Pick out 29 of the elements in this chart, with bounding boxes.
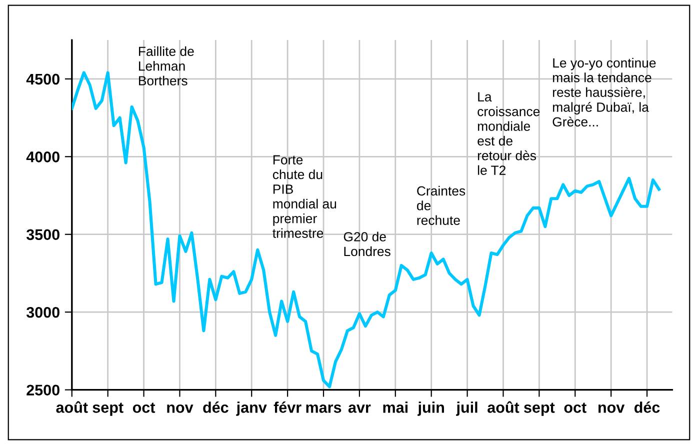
x-tick-label: sept xyxy=(92,402,124,416)
x-tick-label: oct xyxy=(132,402,156,413)
x-tick-label: janv xyxy=(236,402,267,416)
y-tick-label: 4500 xyxy=(26,74,60,85)
x-tick-label: nov xyxy=(167,404,194,413)
x-tick-label: juin xyxy=(418,402,444,416)
annotation: Le yo-yo continue mais la tendance reste haussière, malgré Dubaï, la Grèce... xyxy=(552,58,656,127)
annotation: La croissance mondiale est de retour dès le T2 xyxy=(478,92,540,175)
x-tick-label: août xyxy=(56,401,88,413)
annotation: Craintes de rechute xyxy=(417,186,466,225)
y-tick-label: 2500 xyxy=(26,384,60,396)
x-tick-label: avr xyxy=(348,404,371,413)
x-tick-label: oct xyxy=(564,402,586,413)
annotation: Forte chute du PIB mondial au premier trimestre xyxy=(272,155,336,238)
y-tick-label: 3500 xyxy=(26,229,60,240)
x-tick-label: sept xyxy=(524,402,555,416)
x-tick-label: mars xyxy=(306,404,342,413)
x-tick-label: août xyxy=(488,401,520,413)
y-tick-label: 4000 xyxy=(26,152,60,162)
annotation: Faillite de Lehman Borthers xyxy=(139,46,194,86)
x-tick-label: déc xyxy=(634,401,660,413)
x-tick-label: mai xyxy=(383,402,408,413)
x-tick-label: juil xyxy=(456,402,478,416)
annotation: G20 de Londres xyxy=(344,232,390,256)
y-tick-label: 3000 xyxy=(26,306,60,318)
x-tick-label: févr xyxy=(274,401,302,413)
x-tick-label: déc xyxy=(203,401,228,413)
x-tick-label: nov xyxy=(598,404,625,413)
line-series xyxy=(72,71,661,388)
